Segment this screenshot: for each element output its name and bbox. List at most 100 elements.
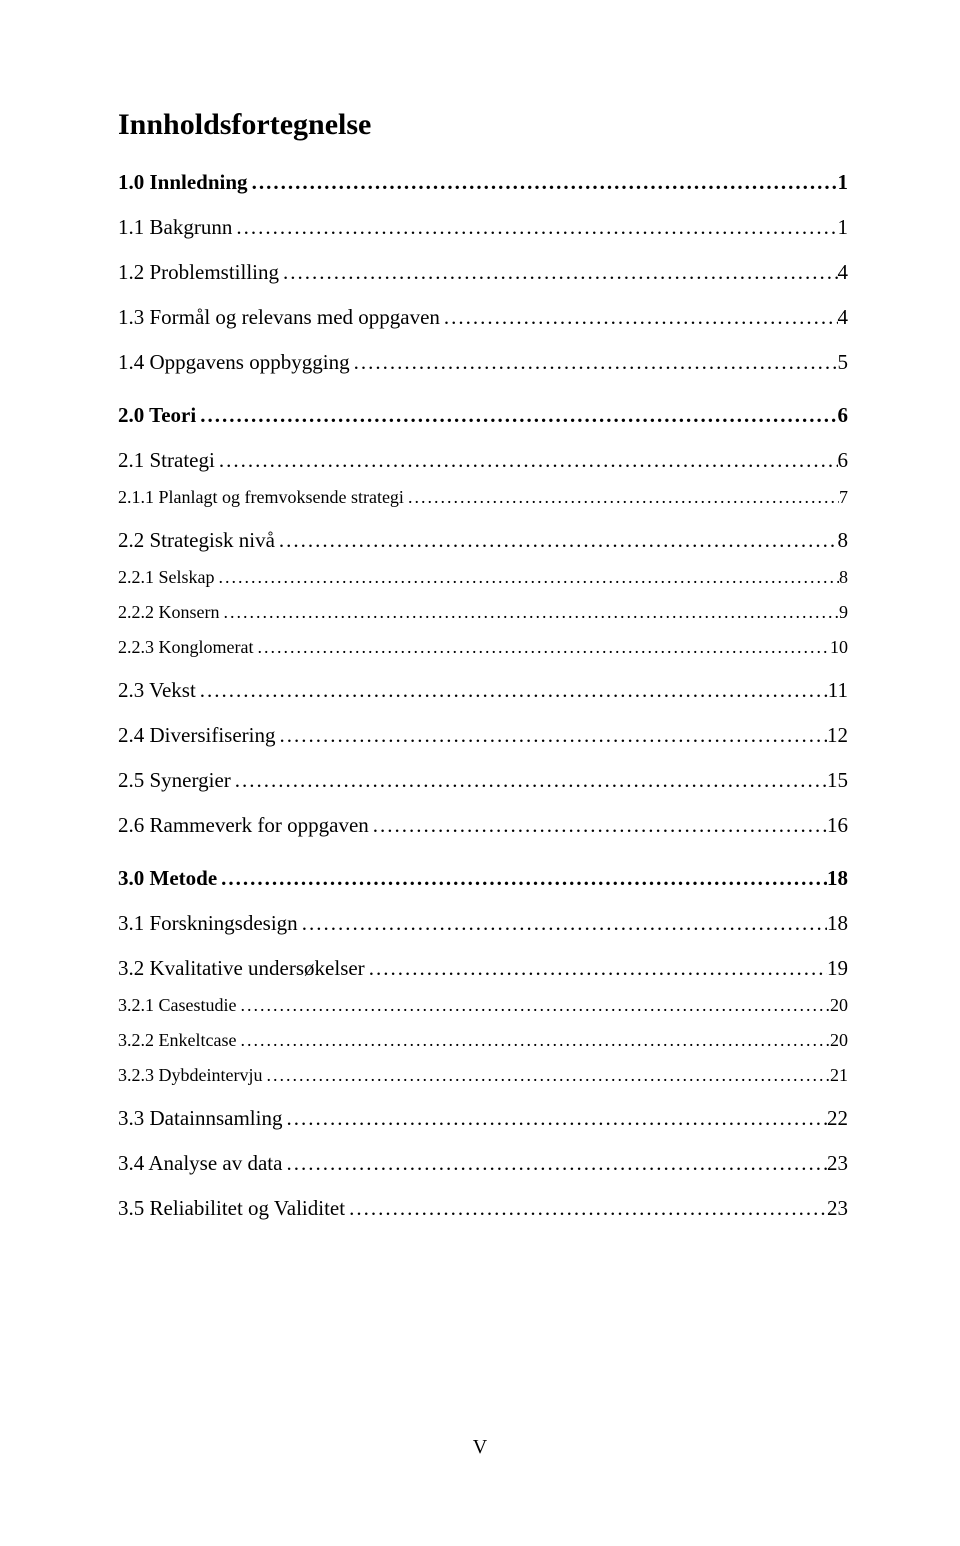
toc-leader-dots: ........................................… xyxy=(350,350,838,375)
toc-entry-page: 6 xyxy=(838,403,849,428)
toc-leader-dots: ........................................… xyxy=(404,487,839,508)
toc-entry: 3.4 Analyse av data.....................… xyxy=(118,1151,848,1176)
toc-leader-dots: ........................................… xyxy=(275,723,827,748)
toc-entry-label: 3.0 Metode xyxy=(118,866,217,891)
toc-leader-dots: ........................................… xyxy=(440,305,838,330)
toc-entry-page: 18 xyxy=(827,911,848,936)
toc-title: Innholdsfortegnelse xyxy=(118,108,848,142)
toc-entry-page: 20 xyxy=(830,995,848,1016)
toc-entry: 3.2.2 Enkeltcase........................… xyxy=(118,1030,848,1051)
toc-entry-page: 23 xyxy=(827,1151,848,1176)
toc-entry-label: 2.6 Rammeverk for oppgaven xyxy=(118,813,369,838)
toc-leader-dots: ........................................… xyxy=(236,1030,830,1051)
toc-entry: 2.1.1 Planlagt og fremvoksende strategi.… xyxy=(118,487,848,508)
toc-entry: 2.1 Strategi............................… xyxy=(118,448,848,473)
toc-entry: 2.2 Strategisk nivå.....................… xyxy=(118,528,848,553)
toc-entry-label: 1.4 Oppgavens oppbygging xyxy=(118,350,350,375)
toc-entry-page: 12 xyxy=(827,723,848,748)
toc-leader-dots: ........................................… xyxy=(220,602,840,623)
toc-entry-page: 5 xyxy=(838,350,849,375)
page-number: V xyxy=(0,1436,960,1459)
toc-leader-dots: ........................................… xyxy=(365,956,827,981)
toc-leader-dots: ........................................… xyxy=(298,911,827,936)
toc-entry-label: 3.4 Analyse av data xyxy=(118,1151,282,1176)
toc-entry-label: 3.1 Forskningsdesign xyxy=(118,911,298,936)
toc-entry: 3.0 Metode..............................… xyxy=(118,866,848,891)
toc-entry-label: 2.1.1 Planlagt og fremvoksende strategi xyxy=(118,487,404,508)
toc-leader-dots: ........................................… xyxy=(215,567,840,588)
toc-entry-label: 3.2.3 Dybdeintervju xyxy=(118,1065,262,1086)
toc-entry: 2.2.3 Konglomerat.......................… xyxy=(118,637,848,658)
toc-entry-label: 2.3 Vekst xyxy=(118,678,196,703)
toc-entry: 3.1 Forskningsdesign....................… xyxy=(118,911,848,936)
toc-leader-dots: ........................................… xyxy=(196,403,837,428)
toc-entry: 3.2.1 Casestudie........................… xyxy=(118,995,848,1016)
toc-leader-dots: ........................................… xyxy=(282,1106,827,1131)
toc-leader-dots: ........................................… xyxy=(282,1151,827,1176)
toc-leader-dots: ........................................… xyxy=(253,637,830,658)
toc-entry: 3.5 Reliabilitet og Validitet...........… xyxy=(118,1196,848,1221)
toc-entry-label: 3.2 Kvalitative undersøkelser xyxy=(118,956,365,981)
toc-entry-label: 2.2.1 Selskap xyxy=(118,567,215,588)
toc-entry: 1.3 Formål og relevans med oppgaven.....… xyxy=(118,305,848,330)
toc-entry-label: 2.2.2 Konsern xyxy=(118,602,220,623)
toc-entry-label: 3.5 Reliabilitet og Validitet xyxy=(118,1196,345,1221)
toc-entry-label: 2.5 Synergier xyxy=(118,768,231,793)
toc-entry-page: 1 xyxy=(838,170,849,195)
toc-leader-dots: ........................................… xyxy=(345,1196,827,1221)
toc-leader-dots: ........................................… xyxy=(248,170,838,195)
toc-entry-page: 16 xyxy=(827,813,848,838)
toc-leader-dots: ........................................… xyxy=(275,528,838,553)
toc-entry-label: 1.3 Formål og relevans med oppgaven xyxy=(118,305,440,330)
toc-entry: 2.6 Rammeverk for oppgaven..............… xyxy=(118,813,848,838)
toc-leader-dots: ........................................… xyxy=(217,866,827,891)
toc-entry-label: 2.0 Teori xyxy=(118,403,196,428)
toc-leader-dots: ........................................… xyxy=(237,995,831,1016)
toc-leader-dots: ........................................… xyxy=(279,260,837,285)
toc-entry: 2.2.2 Konsern...........................… xyxy=(118,602,848,623)
toc-entry-label: 2.2.3 Konglomerat xyxy=(118,637,253,658)
toc-leader-dots: ........................................… xyxy=(369,813,827,838)
toc-entry-page: 15 xyxy=(827,768,848,793)
toc-entry: 3.3 Datainnsamling......................… xyxy=(118,1106,848,1131)
table-of-contents: 1.0 Innledning..........................… xyxy=(118,170,848,1221)
toc-leader-dots: ........................................… xyxy=(232,215,837,240)
toc-entry: 3.2.3 Dybdeintervju.....................… xyxy=(118,1065,848,1086)
toc-entry-page: 4 xyxy=(838,260,849,285)
toc-entry-page: 18 xyxy=(827,866,848,891)
toc-entry: 2.3 Vekst...............................… xyxy=(118,678,848,703)
toc-leader-dots: ........................................… xyxy=(215,448,838,473)
toc-entry: 2.5 Synergier...........................… xyxy=(118,768,848,793)
toc-entry: 1.4 Oppgavens oppbygging................… xyxy=(118,350,848,375)
toc-leader-dots: ........................................… xyxy=(262,1065,830,1086)
toc-entry-page: 6 xyxy=(838,448,849,473)
toc-entry: 2.2.1 Selskap...........................… xyxy=(118,567,848,588)
toc-entry: 1.0 Innledning..........................… xyxy=(118,170,848,195)
toc-entry-page: 10 xyxy=(830,637,848,658)
toc-entry-label: 3.2.2 Enkeltcase xyxy=(118,1030,236,1051)
toc-entry-label: 3.2.1 Casestudie xyxy=(118,995,237,1016)
toc-entry-page: 20 xyxy=(830,1030,848,1051)
toc-entry: 1.1 Bakgrunn............................… xyxy=(118,215,848,240)
toc-entry-page: 23 xyxy=(827,1196,848,1221)
toc-entry-page: 11 xyxy=(828,678,848,703)
toc-entry-page: 4 xyxy=(838,305,849,330)
toc-entry-label: 1.1 Bakgrunn xyxy=(118,215,232,240)
toc-entry-page: 8 xyxy=(839,567,848,588)
toc-entry-page: 19 xyxy=(827,956,848,981)
toc-entry-page: 8 xyxy=(838,528,849,553)
toc-entry-label: 1.2 Problemstilling xyxy=(118,260,279,285)
toc-entry: 3.2 Kvalitative undersøkelser...........… xyxy=(118,956,848,981)
toc-entry-label: 2.1 Strategi xyxy=(118,448,215,473)
toc-entry-label: 2.2 Strategisk nivå xyxy=(118,528,275,553)
toc-leader-dots: ........................................… xyxy=(231,768,827,793)
toc-entry-label: 1.0 Innledning xyxy=(118,170,248,195)
toc-entry-label: 3.3 Datainnsamling xyxy=(118,1106,282,1131)
toc-entry: 1.2 Problemstilling.....................… xyxy=(118,260,848,285)
toc-entry: 2.0 Teori...............................… xyxy=(118,403,848,428)
toc-entry-page: 21 xyxy=(830,1065,848,1086)
toc-entry: 2.4 Diversifisering.....................… xyxy=(118,723,848,748)
toc-entry-page: 7 xyxy=(839,487,848,508)
toc-entry-page: 22 xyxy=(827,1106,848,1131)
toc-entry-page: 9 xyxy=(839,602,848,623)
